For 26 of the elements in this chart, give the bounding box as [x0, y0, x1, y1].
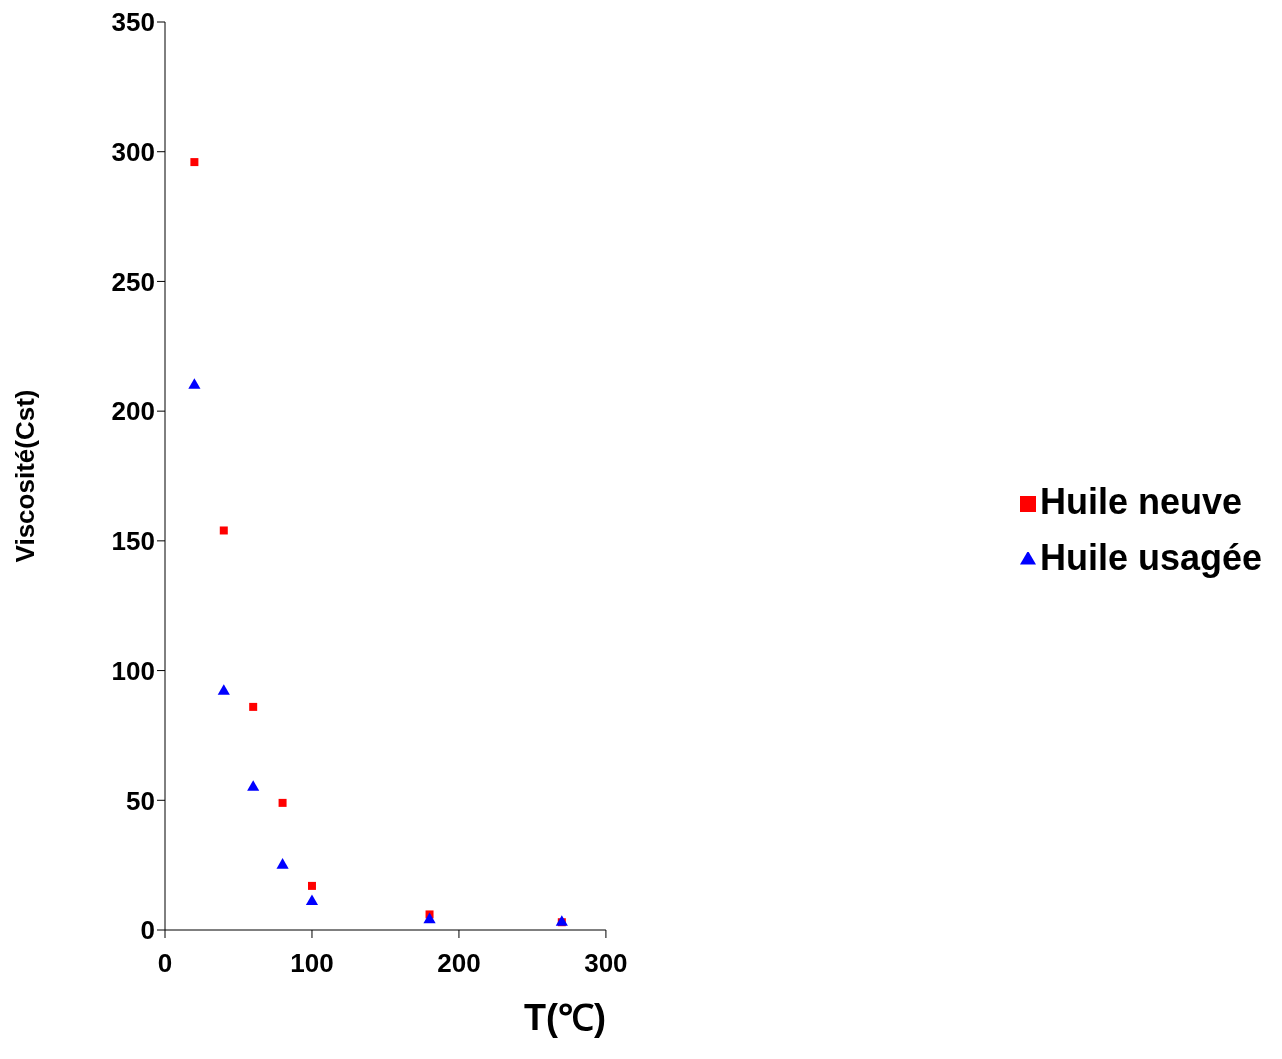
y-tick-label: 150 — [111, 526, 155, 557]
x-tick-label: 100 — [290, 948, 334, 979]
legend-label: Huile usagée — [1039, 536, 1262, 578]
point — [278, 798, 287, 807]
x-tick-label: 200 — [437, 948, 481, 979]
point — [423, 912, 436, 924]
y-tick-label: 100 — [111, 655, 155, 686]
point — [247, 780, 260, 791]
y-tick-label: 0 — [140, 915, 155, 946]
point — [249, 702, 258, 711]
legend-label: Huile neuve — [1039, 480, 1242, 522]
y-tick-label: 350 — [111, 7, 155, 38]
point — [276, 858, 289, 869]
point — [219, 526, 228, 535]
point — [217, 684, 230, 695]
point — [188, 378, 201, 389]
y-tick-label: 200 — [111, 396, 155, 427]
y-tick-label: 300 — [111, 136, 155, 167]
point — [305, 894, 319, 905]
y-axis-title: Viscosité(Cst) — [10, 389, 41, 563]
x-axis-title: T(℃) — [523, 997, 606, 1038]
point — [307, 881, 316, 890]
x-tick-label: 300 — [584, 948, 628, 979]
y-tick-label: 50 — [126, 785, 155, 816]
y-tick-label: 250 — [111, 266, 155, 297]
point — [190, 158, 199, 167]
